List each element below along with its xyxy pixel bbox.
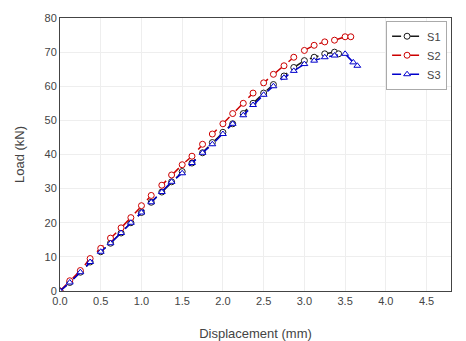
svg-text:4.0: 4.0 (378, 295, 393, 307)
svg-text:S1: S1 (427, 31, 440, 43)
svg-text:0.5: 0.5 (93, 295, 108, 307)
svg-text:1.0: 1.0 (134, 295, 149, 307)
svg-text:80: 80 (45, 12, 57, 24)
svg-text:40: 40 (45, 148, 57, 160)
svg-text:S2: S2 (427, 50, 440, 62)
svg-text:20: 20 (45, 217, 57, 229)
svg-text:4.5: 4.5 (419, 295, 434, 307)
svg-text:10: 10 (45, 251, 57, 263)
svg-text:2.0: 2.0 (215, 295, 230, 307)
svg-text:Load (kN): Load (kN) (12, 126, 27, 183)
svg-text:0.0: 0.0 (52, 295, 67, 307)
svg-text:3.0: 3.0 (297, 295, 312, 307)
svg-text:30: 30 (45, 182, 57, 194)
svg-text:0: 0 (51, 285, 57, 297)
svg-text:Displacement (mm): Displacement (mm) (199, 326, 312, 341)
svg-text:50: 50 (45, 114, 57, 126)
svg-text:2.5: 2.5 (256, 295, 271, 307)
svg-text:S3: S3 (427, 69, 440, 81)
svg-text:1.5: 1.5 (175, 295, 190, 307)
svg-text:70: 70 (45, 46, 57, 58)
svg-text:3.5: 3.5 (337, 295, 352, 307)
svg-text:60: 60 (45, 80, 57, 92)
